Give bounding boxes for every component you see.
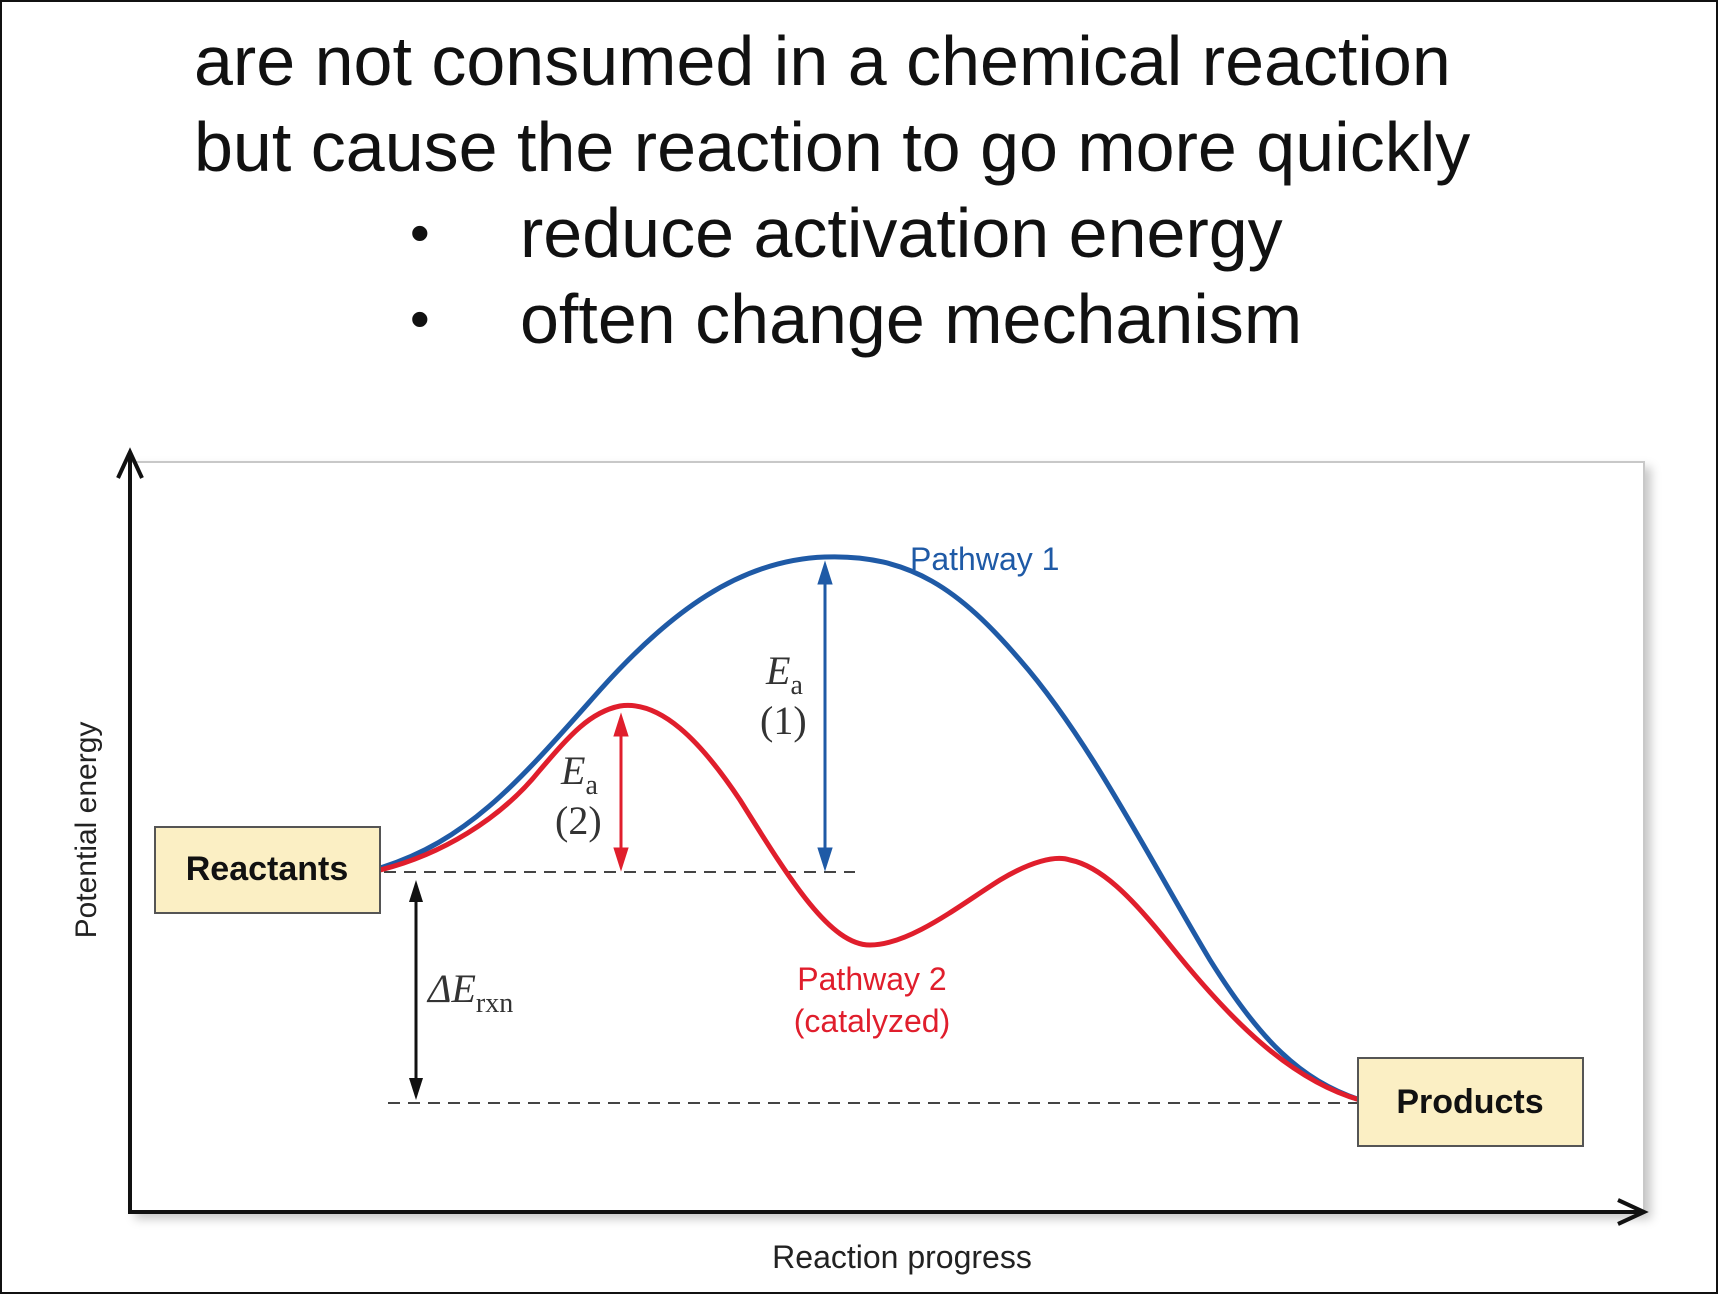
bullet-change-mechanism: often change mechanism (520, 280, 1303, 358)
x-axis (128, 1198, 1649, 1226)
bullet-marker: • (410, 287, 430, 350)
products-label: Products (1396, 1083, 1543, 1121)
products-box: Products (1357, 1057, 1584, 1147)
ea2-index: (2) (555, 798, 602, 843)
ea1-subscript: a (790, 670, 803, 701)
delta-e-arrow (409, 880, 423, 1100)
pathway-2-sublabel: (catalyzed) (794, 1003, 951, 1039)
ea2-symbol: E (560, 748, 585, 793)
ea2-arrow (613, 712, 629, 872)
slide-line-2: but cause the reaction to go more quickl… (194, 108, 1471, 186)
reactants-box: Reactants (154, 826, 381, 914)
reactants-label: Reactants (186, 850, 349, 888)
delta-e-label: ΔErxn (426, 966, 513, 1019)
svg-text:Ea: Ea (765, 648, 803, 701)
pathway-2-curve (379, 702, 1361, 1103)
pathway-1-curve (379, 554, 1361, 1103)
pathway-1-label: Pathway 1 (910, 541, 1059, 577)
delta-e-subscript: rxn (476, 988, 513, 1019)
ea1-arrow (817, 560, 833, 872)
x-axis-label: Reaction progress (772, 1239, 1032, 1275)
svg-text:Ea: Ea (560, 748, 598, 801)
y-axis-label: Potential energy (70, 722, 103, 939)
delta-e-symbol: ΔE (426, 966, 476, 1011)
ea2-label: Ea (2) (555, 748, 602, 843)
y-axis (116, 447, 144, 1212)
ea1-symbol: E (765, 648, 790, 693)
ea1-index: (1) (760, 698, 807, 743)
bullet-reduce-activation-energy: reduce activation energy (520, 194, 1283, 272)
ea2-subscript: a (585, 770, 598, 801)
pathway-2-label: Pathway 2 (797, 961, 946, 997)
slide-line-1: are not consumed in a chemical reaction (194, 22, 1451, 100)
bullet-marker: • (410, 201, 430, 264)
ea1-label: Ea (1) (760, 648, 807, 743)
